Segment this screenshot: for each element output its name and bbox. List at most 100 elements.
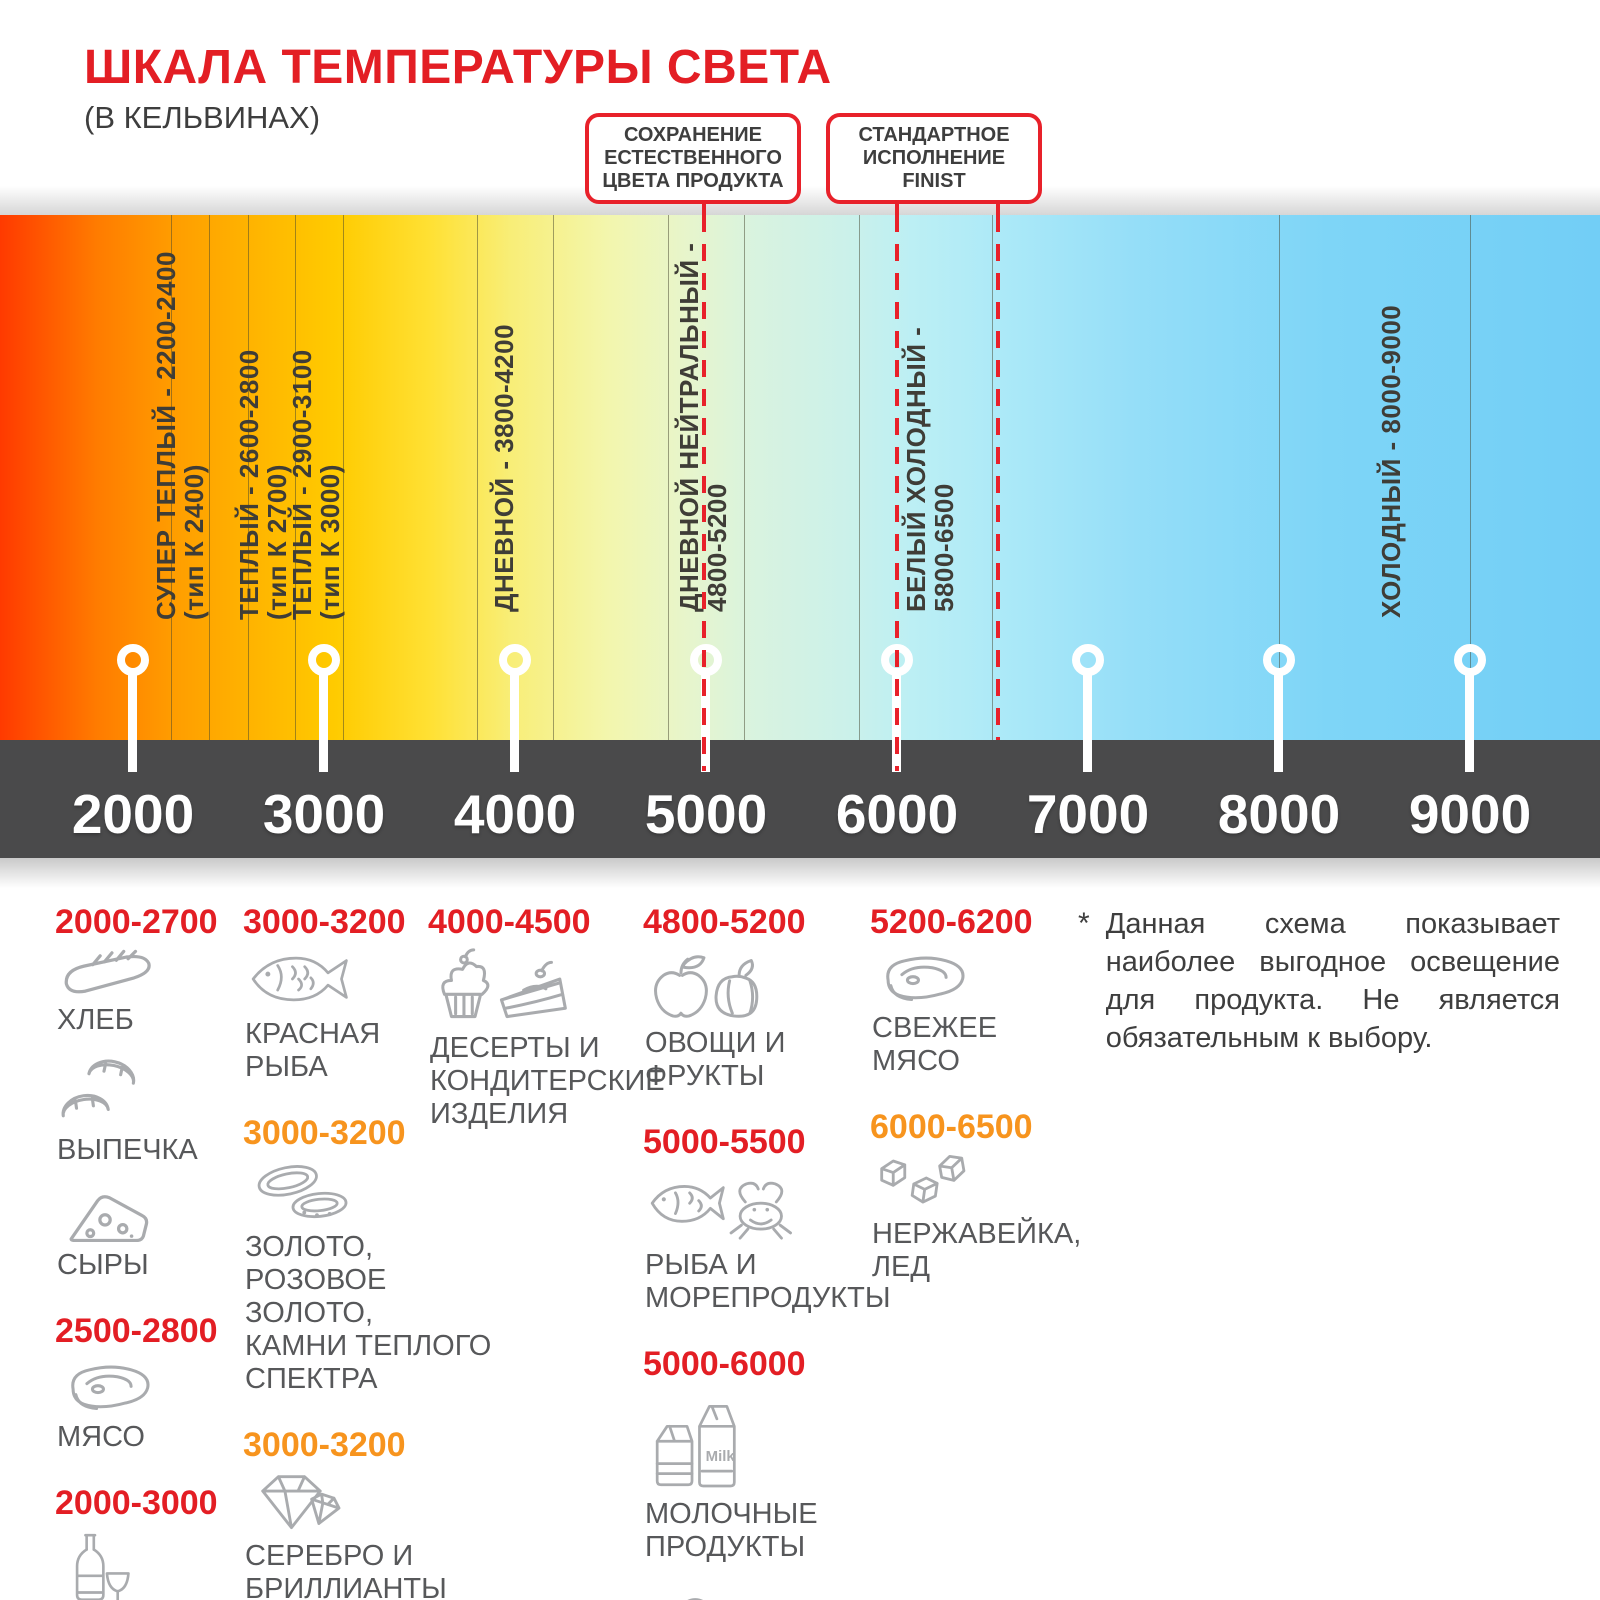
pastry-icon [59,1053,245,1132]
range-header: 2500-2800 [55,1312,218,1350]
dessert-icon [432,947,643,1030]
zone-type: (тип К 3000) [315,464,345,620]
range-header: 3000-3200 [243,1114,406,1152]
pin-stem-4000 [510,668,519,772]
item-label: ХЛЕБ [57,1004,134,1036]
zone-name: БЕЛЫЙ ХОЛОДНЫЙ - [901,326,931,612]
callout-stem-natural-color [702,192,706,216]
milk-icon: Milk [647,1389,948,1496]
pin-4000 [499,644,531,676]
pin-2000 [117,644,149,676]
legend-column-3: 4000-4500 ДЕСЕРТЫ И КОНДИТЕРСКИЕ ИЗДЕЛИЯ [428,903,665,1147]
legend-item: СЕРЕБРО И БРИЛЛИАНТЫ [243,1470,493,1600]
item-label: ДЕСЕРТЫ И КОНДИТЕРСКИЕ ИЗДЕЛИЯ [430,1032,665,1130]
range-header: 5000-5500 [643,1123,806,1161]
legend-column-1: 2000-2700 ХЛЕБ [55,903,245,1600]
red-fish-icon [247,947,493,1016]
callout-stem-finist-left [895,192,899,216]
bread-icon [59,947,245,1002]
kelvin-gradient-bar [0,215,1600,740]
zone-line [992,215,993,740]
legend-group: 4800-5200 ОВОЩИ И ФРУКТЫ [643,903,948,1093]
gold-rings-icon [247,1158,493,1229]
legend-group: 4000-4500 ДЕСЕРТЫ И КОНДИТЕРСКИЕ ИЗДЕЛИЯ [428,903,665,1131]
range-header: 3000-3200 [243,1426,406,1464]
alcohol-icon [59,1528,245,1600]
guide-dash-6000 [895,215,899,771]
ice-icon [874,1152,1080,1216]
range-header: 5200-6200 [870,903,1033,941]
zone-label-cold: ХОЛОДНЫЙ - 8000-9000 [1376,304,1406,618]
guide-dash-6500 [996,215,1000,740]
item-label: СЕРЕБРО И БРИЛЛИАНТЫ [245,1540,447,1600]
item-label: МЯСО [57,1421,145,1453]
legend-item: АКОГОЛЬ [55,1528,245,1600]
callout-natural-color-line1: СОХРАНЕНИЕ [623,124,763,146]
legend-group: 2500-2800 МЯСО [55,1312,245,1454]
zone-line [209,215,210,740]
zone-name: ДНЕВНОЙ НЕЙТРАЛЬНЫЙ - [674,242,704,612]
legend-group: 2000-3000 АКОГОЛЬ [55,1484,245,1600]
zone-name: ТЕПЛЫЙ - 2600-2800 [234,349,264,620]
axis-tick-5000: 5000 [644,783,768,845]
zone-line [744,215,745,740]
axis-tick-6000: 6000 [835,783,959,845]
item-label: СВЕЖЕЕ МЯСО [872,1012,998,1077]
legend-column-5: 5200-6200 СВЕЖЕЕ МЯСО 6000-6500 [870,903,1082,1300]
legend-group: 6000-6500 НЕРЖАВЕЙКА, [870,1108,1082,1284]
pin-stem-8000 [1274,668,1283,772]
legend-group: 5200-6200 СВЕЖЕЕ МЯСО [870,903,1080,1078]
legend-group: 3000-3200 ЗОЛОТО, РОЗОВОЕ ЗОЛОТО, КАМНИ … [243,1114,493,1396]
zone-type: 4800-5200 [702,483,732,612]
legend-item: РЫБА И МОРЕПРОДУКТЫ [643,1167,948,1315]
legend-group: 3000-3200 КРАСНАЯ РЫБА [243,903,493,1084]
callout-finist-line1: СТАНДАРТНОЕ [858,124,1010,146]
zone-name: СУПЕР ТЕПЛЫЙ - 2200-2400 [151,251,181,620]
zone-name: ТЕПЛЫЙ - 2900-3100 [287,349,317,620]
item-label: КРАСНАЯ РЫБА [245,1018,381,1083]
zone-line [553,215,554,740]
zone-line [248,215,249,740]
legend-group: 5000-6000 Milk МОЛОЧНЫЕ ПРОДУКТЫ [643,1345,948,1600]
pin-8000 [1263,644,1295,676]
callout-natural-color-line3: ЦВЕТА ПРОДУКТА [602,170,784,192]
zone-label-daylight: ДНЕВНОЙ - 3800-4200 [489,323,519,612]
axis-tick-2000: 2000 [71,783,195,845]
legend-item: ДЕСЕРТЫ И КОНДИТЕРСКИЕ ИЗДЕЛИЯ [428,947,665,1131]
callout-finist-line3: FINIST [902,170,966,192]
zone-type: 5800-6500 [929,483,959,612]
zone-label-warm-2700: ТЕПЛЫЙ - 2600-2800 (тип К 2700) [234,349,292,620]
item-label: НЕРЖАВЕЙКА, ЛЕД [872,1218,1082,1283]
frozen-icon [647,1580,948,1600]
zone-type: (тип К 2400) [179,464,209,620]
pin-7000 [1072,644,1104,676]
vegetables-icon [647,947,948,1025]
zone-line [859,215,860,740]
page-subtitle: (В КЕЛЬВИНАХ) [84,100,321,135]
legend-item: ВЫПЕЧКА [55,1053,245,1167]
axis-tick-9000: 9000 [1408,783,1532,845]
milk-carton-text: Milk [706,1448,736,1465]
seafood-icon [647,1167,948,1247]
zone-line [343,215,344,740]
axis-tick-3000: 3000 [262,783,386,845]
legend-group: 3000-3200 СЕРЕБРО И БРИЛЛИАНТЫ [243,1426,493,1600]
callout-finist-line2: ИСПОЛНЕНИЕ [862,147,1006,169]
legend-item: Milk МОЛОЧНЫЕ ПРОДУКТЫ [643,1389,948,1564]
legend-item: ХЛЕБ [55,947,245,1037]
fresh-meat-icon [874,947,1080,1010]
legend-item: ОВОЩИ И ФРУКТЫ [643,947,948,1093]
axis-tick-8000: 8000 [1217,783,1341,845]
item-label: МОЛОЧНЫЕ ПРОДУКТЫ [645,1498,818,1563]
item-label: РЫБА И МОРЕПРОДУКТЫ [645,1249,891,1314]
zone-label-super-warm: СУПЕР ТЕПЛЫЙ - 2200-2400 (тип К 2400) [151,251,209,620]
footnote-text: Данная схема показывает наиболее выгодно… [1105,908,1560,1054]
kelvin-axis-band [0,740,1600,858]
pin-9000 [1454,644,1486,676]
zone-name: ХОЛОДНЫЙ - 8000-9000 [1376,304,1406,618]
footnote-asterisk: * [1078,907,1090,940]
zone-name: ДНЕВНОЙ - 3800-4200 [489,323,519,612]
callout-natural-color: СОХРАНЕНИЕ ЕСТЕСТВЕННОГО ЦВЕТА ПРОДУКТА [585,113,801,204]
range-header: 4000-4500 [428,903,591,941]
